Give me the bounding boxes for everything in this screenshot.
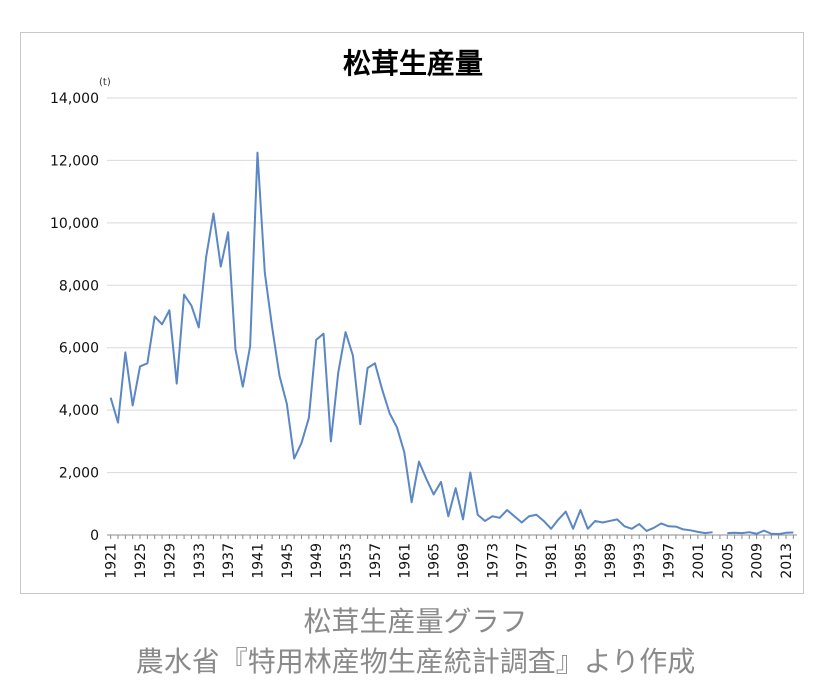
y-tick-label: 4,000 [59, 403, 99, 419]
x-tick-label: 1933 [192, 543, 208, 579]
x-tick-label: 1985 [573, 543, 589, 579]
y-tick-label: 8,000 [59, 278, 99, 294]
y-tick-label: 6,000 [59, 341, 99, 357]
x-tick-label: 1921 [104, 543, 120, 579]
chart-title: 松茸生産量 [343, 47, 483, 80]
axes [107, 534, 797, 539]
x-tick-label: 1965 [427, 543, 443, 579]
x-tick-label: 1989 [603, 543, 619, 579]
x-tick-label: 1937 [221, 543, 237, 579]
x-tick-labels: 1921 1925 1929 1933 1937 1941 1945 1949 1953 1957… [104, 543, 795, 579]
chart-frame: 松茸生産量 (t) 0 2,000 4,000 6,000 8,000 10,000 12,… [20, 32, 804, 594]
x-tick-label: 1929 [162, 543, 178, 579]
x-tick-label: 2005 [720, 543, 736, 579]
gridlines [107, 97, 797, 474]
x-tick-label: 1981 [544, 543, 560, 579]
x-tick-label: 1925 [133, 543, 149, 579]
x-tick-label: 2001 [691, 543, 707, 579]
y-tick-label: 12,000 [50, 153, 99, 169]
x-tick-label: 1993 [632, 543, 648, 579]
y-tick-labels: 0 2,000 4,000 6,000 8,000 10,000 12,000 14,000 [50, 91, 99, 544]
y-tick-label: 10,000 [50, 216, 99, 232]
x-tick-label: 2013 [779, 543, 795, 579]
x-tick-label: 1949 [309, 543, 325, 579]
y-unit-label: (t) [99, 77, 111, 88]
x-tick-label: 1997 [662, 543, 678, 579]
x-tick-label: 1945 [280, 543, 296, 579]
y-tick-label: 14,000 [50, 91, 99, 107]
caption-source: 農水省『特用林産物生産統計調査』より作成 [135, 645, 696, 678]
x-tick-label: 2009 [750, 543, 766, 579]
series [109, 151, 794, 536]
x-tick-label: 1973 [485, 543, 501, 579]
chart: 松茸生産量 (t) 0 2,000 4,000 6,000 8,000 10,000 12,… [50, 47, 797, 579]
x-tick-label: 1969 [456, 543, 472, 579]
x-tick-label: 1953 [339, 543, 355, 579]
x-tick-label: 1961 [397, 543, 413, 579]
x-tick-label: 1957 [368, 543, 384, 579]
series-line-2 [727, 529, 794, 536]
y-tick-label: 0 [90, 528, 99, 544]
x-tick-label: 1977 [515, 543, 531, 579]
y-tick-label: 2,000 [59, 466, 99, 482]
series-line-1 [109, 151, 713, 535]
x-tick-label: 1941 [250, 543, 266, 579]
caption-title: 松茸生産量グラフ [303, 605, 528, 638]
